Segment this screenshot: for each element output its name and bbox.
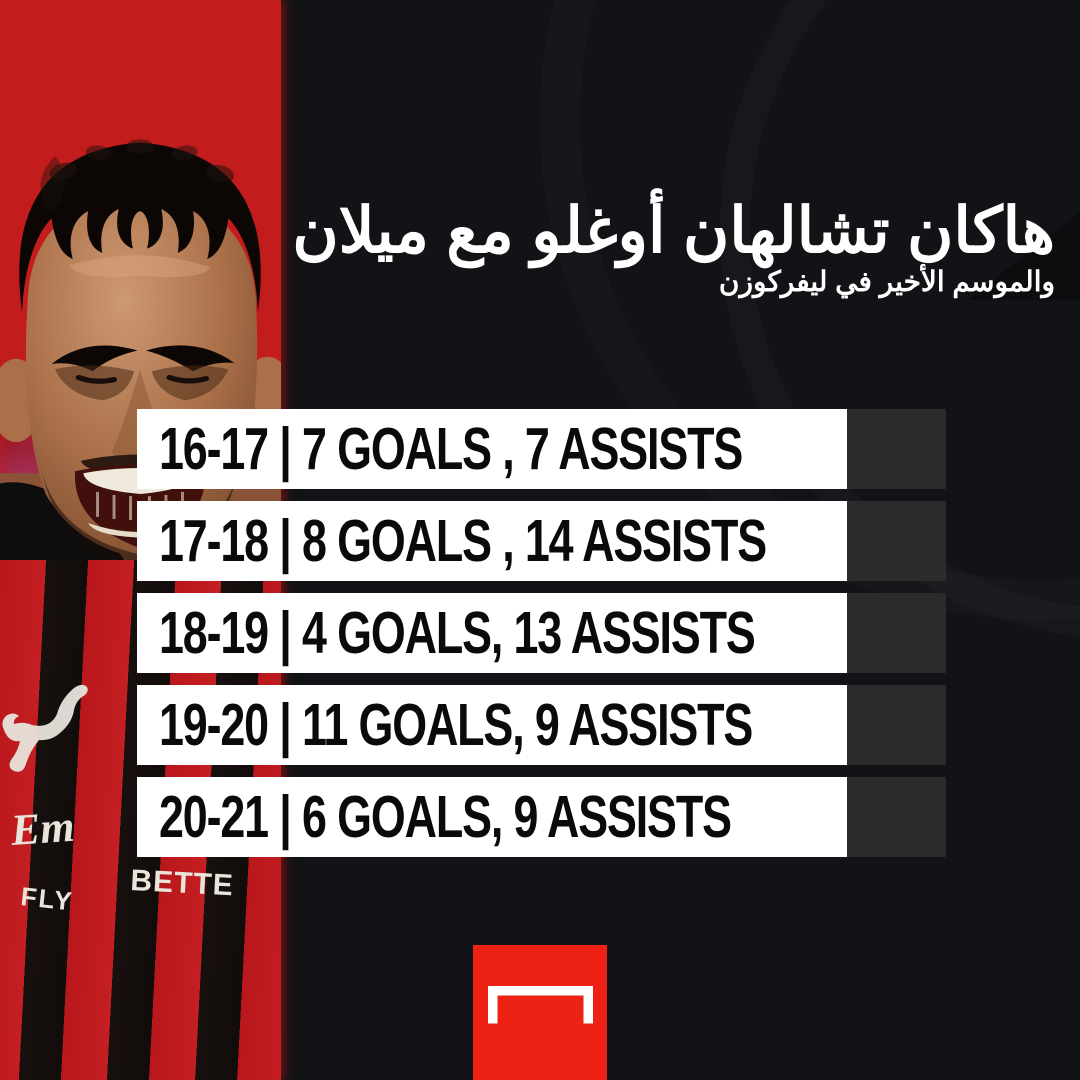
svg-text:BETTE: BETTE [130, 864, 235, 902]
svg-text:Em: Em [8, 802, 76, 855]
svg-text:FLY: FLY [19, 881, 75, 916]
svg-text:TM: TM [569, 1004, 578, 1011]
